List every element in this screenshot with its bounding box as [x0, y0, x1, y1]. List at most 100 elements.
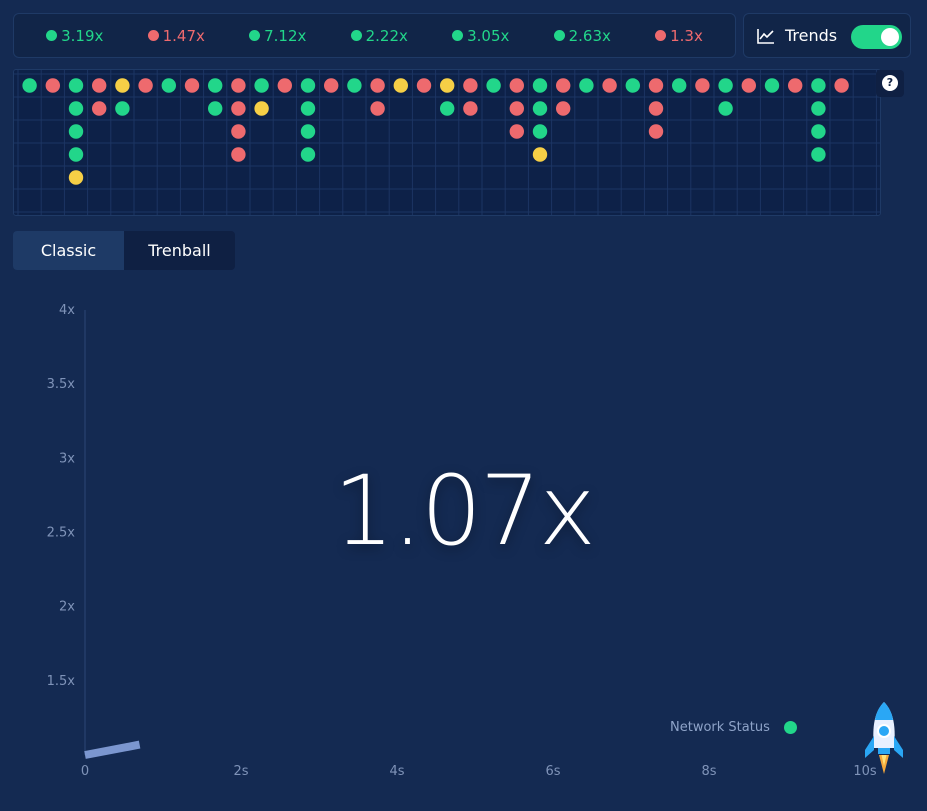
- bead-dot: [347, 78, 362, 93]
- bead-dot: [231, 101, 246, 116]
- history-value: 2.22x: [365, 26, 408, 45]
- bead-dot: [370, 78, 385, 93]
- bead-dot: [648, 101, 664, 116]
- bead-dot: [68, 170, 84, 185]
- bead-dot: [811, 147, 826, 162]
- crash-chart: 4x 3.5x 3x 2.5x 2x 1.5x 0 2s 4s 6s 8s 10s: [47, 303, 877, 779]
- bead-dot: [231, 78, 246, 93]
- bead-dot: [254, 78, 269, 93]
- tab-trenball[interactable]: Trenball: [124, 231, 235, 270]
- bead-dot: [115, 101, 130, 116]
- trends-toggle[interactable]: [851, 25, 902, 49]
- bead-dot: [556, 101, 571, 116]
- x-tick-label: 4s: [389, 764, 404, 779]
- history-dot: [147, 30, 159, 41]
- history-item[interactable]: 3.05x: [452, 27, 509, 45]
- bead-dot: [370, 101, 385, 116]
- bead-dot: [231, 124, 246, 139]
- help-button[interactable]: ?: [876, 70, 904, 97]
- history-dot: [655, 30, 667, 41]
- bead-dot: [277, 78, 292, 93]
- bead-dot: [68, 78, 84, 93]
- bead-dot: [695, 78, 710, 93]
- history-value: 7.12x: [264, 26, 307, 45]
- bead-dot: [532, 101, 548, 116]
- bead-dot: [556, 78, 571, 93]
- bead-dot: [300, 78, 316, 93]
- history-item[interactable]: 2.22x: [350, 26, 408, 45]
- bead-dot: [509, 78, 524, 93]
- x-tick-label: 10s: [853, 764, 877, 779]
- bead-dot: [440, 78, 455, 93]
- trends-label: Trends: [785, 26, 838, 45]
- history-value: 3.19x: [61, 26, 104, 45]
- bead-dot: [254, 101, 269, 116]
- bead-dot: [718, 78, 733, 93]
- y-tick-label: 3x: [59, 451, 75, 466]
- bead-dot: [463, 101, 478, 116]
- bead-dot: [648, 124, 664, 139]
- bead-dot: [393, 78, 408, 93]
- bead-dot: [788, 78, 803, 93]
- bead-dot: [68, 101, 84, 116]
- bead-dot: [509, 124, 524, 139]
- x-tick-label: 2s: [233, 764, 248, 779]
- network-status-dot: [783, 721, 797, 734]
- bead-dot: [672, 78, 687, 93]
- y-tick-label: 2.5x: [47, 526, 76, 541]
- y-tick-label: 4x: [59, 303, 75, 318]
- help-icon: ?: [882, 75, 898, 91]
- history-dot: [46, 30, 58, 41]
- bead-dot: [440, 101, 455, 116]
- multiplier-curve: [84, 740, 141, 759]
- bead-dot: [138, 78, 153, 93]
- history-value: 3.05x: [467, 26, 510, 45]
- bead-dot: [300, 147, 316, 162]
- bead-dot: [184, 78, 200, 93]
- y-tick-label: 1.5x: [47, 674, 76, 689]
- history-item[interactable]: 2.63x: [553, 27, 611, 45]
- x-tick-label: 6s: [545, 764, 560, 779]
- bead-dot: [463, 78, 478, 93]
- tab-classic[interactable]: Classic: [13, 231, 124, 270]
- bead-dot: [115, 78, 130, 93]
- trends-panel[interactable]: Trends: [743, 13, 911, 58]
- history-dot: [452, 30, 464, 41]
- bead-dot: [416, 78, 432, 93]
- history-item[interactable]: 1.47x: [147, 26, 205, 45]
- history-value: 1.47x: [162, 26, 205, 45]
- bead-dot: [811, 101, 826, 116]
- bead-dot: [208, 101, 223, 116]
- line-chart-icon: [757, 28, 775, 48]
- bead-dot: [324, 78, 339, 93]
- current-multiplier: 1.07x: [333, 455, 596, 567]
- bead-dot: [486, 78, 501, 93]
- history-dot: [350, 30, 362, 41]
- history-item[interactable]: 3.19x: [46, 27, 103, 45]
- bead-dot: [648, 78, 664, 93]
- toggle-knob: [881, 28, 899, 46]
- bead-dot: [834, 78, 849, 93]
- x-tick-label: 0: [81, 764, 89, 779]
- network-status-label: Network Status: [670, 720, 770, 735]
- bead-dot: [300, 124, 316, 139]
- bead-dot: [811, 78, 826, 93]
- mode-tabs: Classic Trenball: [13, 231, 235, 270]
- history-item[interactable]: 1.3x: [655, 27, 703, 45]
- bead-dot: [764, 78, 780, 93]
- bead-dot: [741, 78, 756, 93]
- bead-dot: [532, 147, 548, 162]
- bead-dot: [509, 101, 524, 116]
- x-tick-label: 8s: [701, 764, 716, 779]
- bead-dot: [718, 101, 733, 116]
- history-item[interactable]: 7.12x: [249, 27, 306, 45]
- bead-dot: [92, 78, 107, 93]
- bead-dot: [300, 101, 316, 116]
- bead-dot: [161, 78, 176, 93]
- history-dot: [553, 30, 565, 41]
- bead-dot: [208, 78, 223, 93]
- bead-dot: [45, 78, 60, 93]
- bead-dot: [625, 78, 640, 93]
- y-tick-label: 2x: [59, 600, 75, 615]
- bead-dot: [68, 147, 84, 162]
